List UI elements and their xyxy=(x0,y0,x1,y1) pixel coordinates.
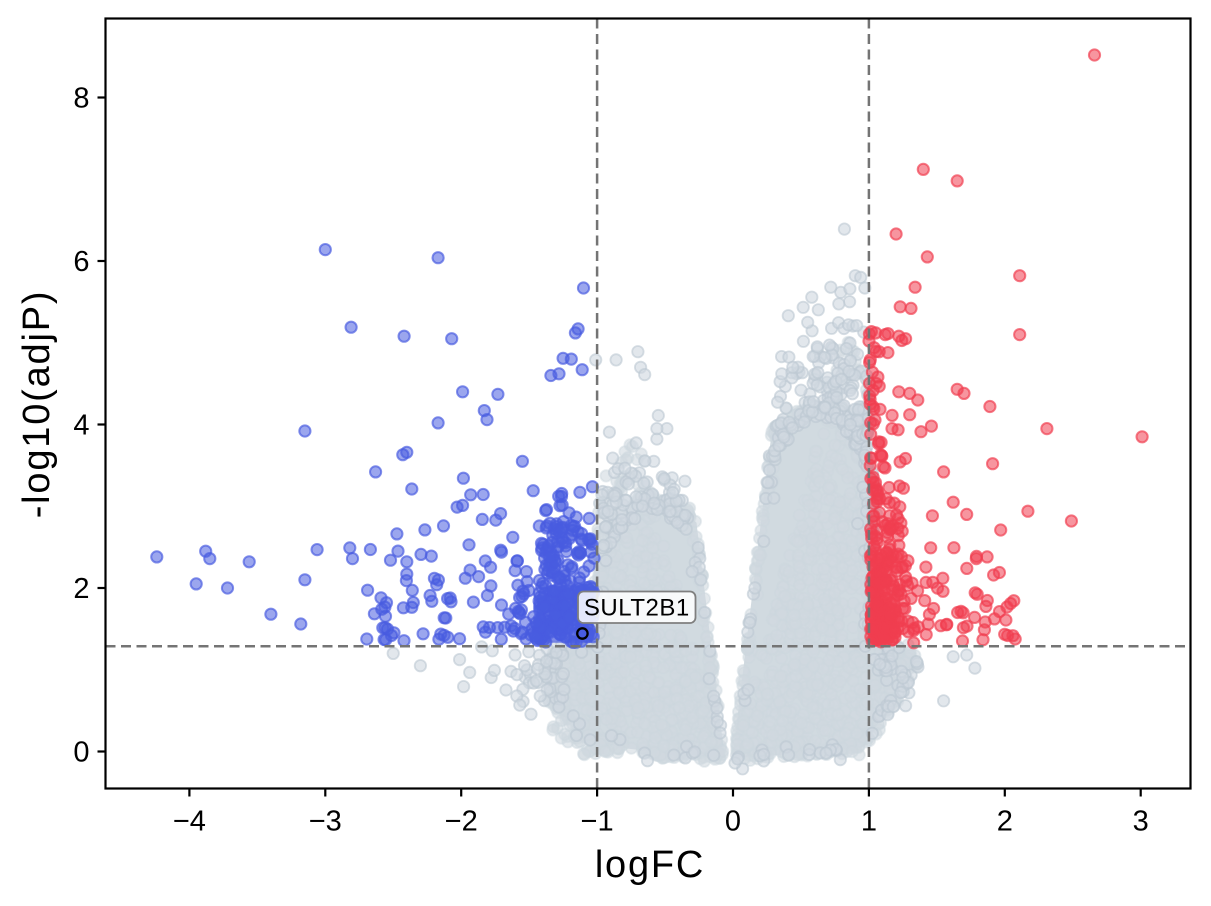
svg-text:4: 4 xyxy=(73,410,89,442)
svg-text:1: 1 xyxy=(861,806,877,838)
svg-text:-log10(adjP): -log10(adjP) xyxy=(16,290,58,519)
svg-text:−1: −1 xyxy=(581,806,614,838)
svg-text:logFC: logFC xyxy=(595,844,705,886)
svg-text:−3: −3 xyxy=(309,806,342,838)
svg-text:3: 3 xyxy=(1133,806,1149,838)
svg-text:2: 2 xyxy=(73,573,89,605)
svg-text:0: 0 xyxy=(73,737,89,769)
svg-text:6: 6 xyxy=(73,246,89,278)
svg-text:0: 0 xyxy=(725,806,741,838)
svg-text:−2: −2 xyxy=(445,806,478,838)
svg-text:−4: −4 xyxy=(173,806,206,838)
svg-text:8: 8 xyxy=(73,83,89,115)
svg-text:2: 2 xyxy=(997,806,1013,838)
svg-text:SULT2B1: SULT2B1 xyxy=(584,595,690,622)
